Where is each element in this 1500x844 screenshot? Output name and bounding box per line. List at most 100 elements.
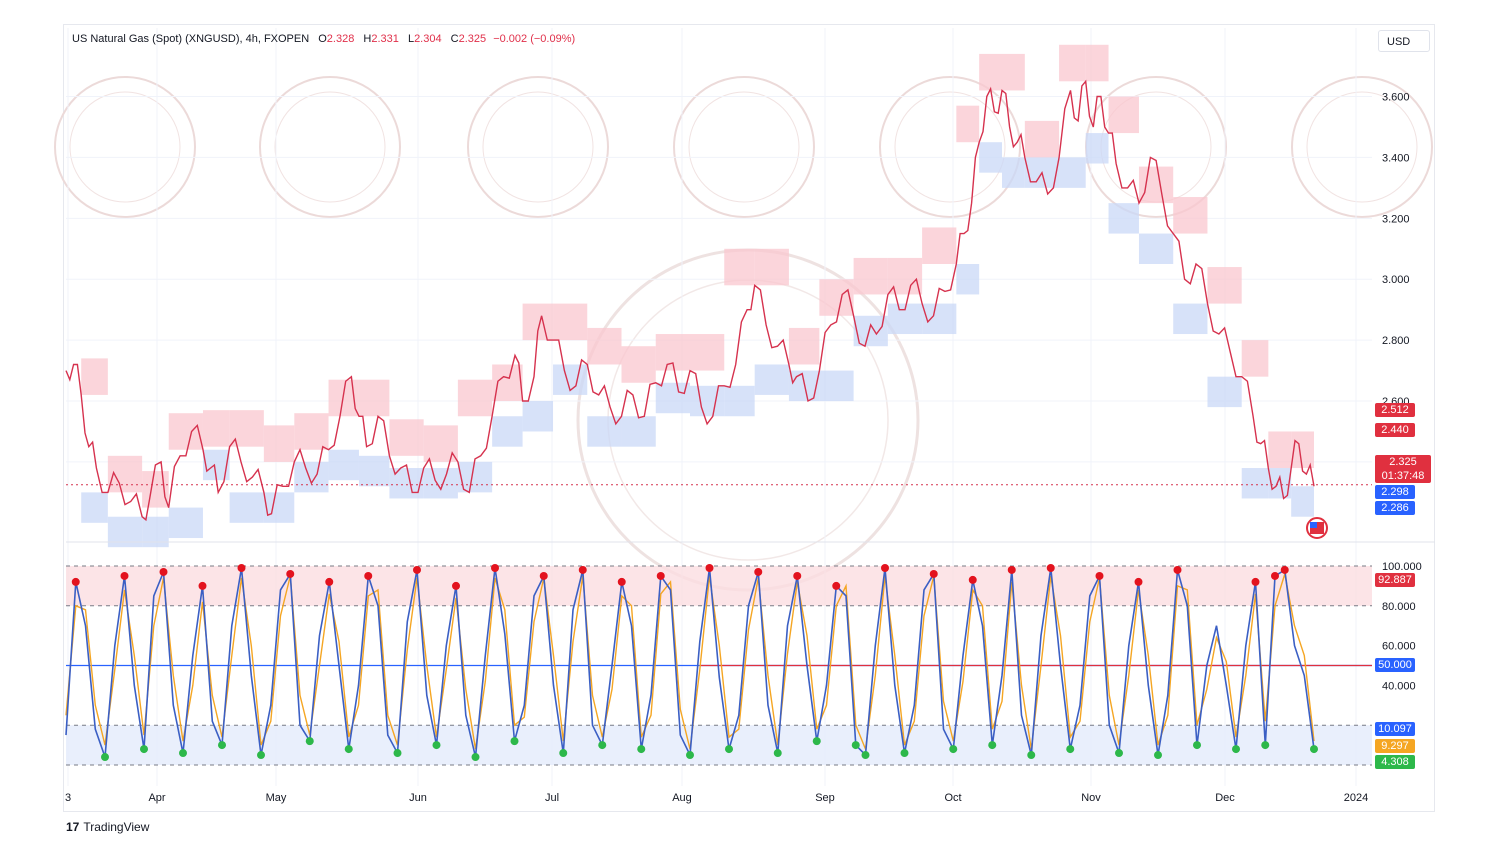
close-label: C — [450, 33, 459, 45]
price-badge-4-text: 2.286 — [1381, 502, 1409, 514]
price-badge-1-text: 2.512 — [1381, 404, 1409, 416]
time-tick-label: Dec — [1215, 792, 1235, 804]
supply-zone — [819, 279, 854, 316]
supply-zone — [263, 425, 295, 462]
oversold-dot — [949, 745, 958, 754]
price-tick-label: 3.600 — [1382, 92, 1410, 104]
demand-zone — [1002, 157, 1025, 188]
supply-zone — [492, 364, 523, 402]
overbought-dot — [754, 567, 763, 576]
watermark-seal-1 — [259, 76, 401, 218]
osc-badge-5-text: 4.308 — [1381, 756, 1409, 768]
oversold-dot — [686, 751, 694, 760]
supply-zone — [1002, 53, 1025, 91]
demand-zone — [1138, 233, 1174, 265]
price-series — [65, 79, 1372, 522]
supply-zone — [1207, 267, 1242, 304]
demand-zone — [655, 382, 690, 414]
supply-zone — [1085, 44, 1109, 82]
overbought-dot — [1173, 565, 1182, 574]
price-line — [65, 79, 1315, 522]
oversold-band — [66, 725, 1372, 765]
demand-zone — [1108, 203, 1139, 234]
osc-tick-label: 100.000 — [1382, 561, 1422, 573]
us-flag-icon[interactable] — [1306, 517, 1328, 539]
time-tick-label: Apr — [148, 792, 165, 804]
demand-zone — [922, 303, 957, 335]
overbought-dot — [71, 577, 80, 586]
supply-zone — [1173, 197, 1208, 234]
supply-zone — [229, 410, 264, 447]
currency-selector[interactable]: USD — [1378, 30, 1430, 52]
oversold-dot — [1027, 751, 1036, 760]
tradingview-logo[interactable]: 17 TradingView — [66, 820, 149, 834]
supply-zone — [553, 303, 588, 341]
overbought-dot — [705, 563, 714, 572]
time-tick-label: 2024 — [1344, 792, 1368, 804]
time-tick-label: Oct — [944, 792, 961, 804]
overbought-dot — [364, 571, 373, 580]
demand-zone — [1059, 157, 1086, 188]
overbought-dot — [578, 565, 587, 574]
supply-zone — [1059, 44, 1086, 82]
supply-zone — [922, 227, 957, 265]
demand-zone — [956, 264, 980, 295]
change-value: −0.002 (−0.09%) — [493, 33, 576, 45]
price-badge-3: 2.298 — [1375, 485, 1415, 499]
watermark-seal-6 — [1291, 76, 1433, 218]
osc-badge-3-text: 10.097 — [1378, 723, 1412, 735]
supply-zone — [724, 248, 755, 286]
overbought-dot — [1271, 571, 1279, 580]
overbought-dot — [159, 567, 168, 576]
demand-zone — [263, 492, 295, 523]
overbought-dot — [491, 563, 499, 572]
supply-zone — [1138, 166, 1174, 204]
price-tick-label: 2.800 — [1382, 335, 1410, 347]
price-badge-3-text: 2.298 — [1381, 486, 1409, 498]
overbought-dot — [198, 581, 207, 590]
oversold-dot — [344, 745, 353, 754]
supply-zone — [423, 425, 458, 462]
low-value: 2.304 — [414, 33, 442, 45]
osc-tick-label: 40.000 — [1382, 680, 1416, 692]
price-badge-1: 2.512 — [1375, 403, 1415, 417]
supply-zone — [788, 327, 820, 365]
demand-zone — [229, 492, 264, 523]
watermark-seal-inner-2 — [482, 91, 594, 203]
oversold-dot — [725, 745, 733, 754]
demand-zone — [423, 468, 458, 499]
supply-zone — [81, 358, 108, 395]
supply-zone — [956, 105, 980, 143]
time-tick-label: May — [266, 792, 287, 804]
low-label: L — [407, 33, 415, 45]
supply-zone — [168, 413, 203, 450]
overbought-dot — [1046, 563, 1055, 572]
close-price-badge: 2.325 01:37:48 — [1375, 455, 1431, 483]
oversold-dot — [1154, 751, 1162, 760]
close-badge-value: 2.325 — [1389, 456, 1417, 468]
osc-badge-1-text: 92.887 — [1378, 574, 1412, 586]
oversold-dot — [988, 741, 997, 750]
overbought-dot — [237, 563, 246, 572]
demand-zone — [142, 516, 169, 548]
oversold-dot — [510, 737, 519, 746]
demand-zone — [1241, 468, 1269, 499]
supply-zone — [887, 257, 923, 295]
supply-zone — [202, 410, 230, 447]
demand-zone — [587, 416, 622, 447]
oversold-dot — [812, 737, 821, 746]
time-tick-label: 3 — [65, 792, 71, 804]
supply-zone — [587, 327, 622, 365]
symbol-header: US Natural Gas (Spot) (XNGUSD), 4h, FXOP… — [72, 33, 575, 45]
demand-zone — [1085, 133, 1109, 164]
demand-zone — [522, 401, 554, 432]
overbought-dot — [325, 577, 334, 586]
price-tick-label: 3.400 — [1382, 152, 1410, 164]
oversold-dot — [773, 749, 782, 758]
oversold-dot — [1066, 745, 1075, 754]
supply-zone — [1268, 431, 1292, 469]
overbought-dot — [968, 575, 977, 584]
supply-zone — [1108, 96, 1139, 134]
symbol-title[interactable]: US Natural Gas (Spot) (XNGUSD), 4h, FXOP… — [72, 33, 310, 45]
